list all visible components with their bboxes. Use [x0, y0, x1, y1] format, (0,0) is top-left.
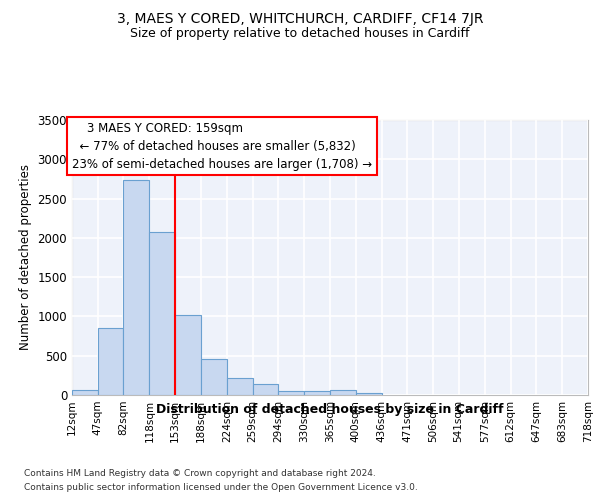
- Y-axis label: Number of detached properties: Number of detached properties: [19, 164, 32, 350]
- Text: Contains public sector information licensed under the Open Government Licence v3: Contains public sector information licen…: [24, 484, 418, 492]
- Bar: [227, 378, 253, 395]
- Text: 3 MAES Y CORED: 159sqm
  ← 77% of detached houses are smaller (5,832)
23% of sem: 3 MAES Y CORED: 159sqm ← 77% of detached…: [72, 122, 372, 170]
- Text: Size of property relative to detached houses in Cardiff: Size of property relative to detached ho…: [130, 28, 470, 40]
- Text: Distribution of detached houses by size in Cardiff: Distribution of detached houses by size …: [156, 402, 504, 415]
- Bar: [72, 390, 98, 395]
- Bar: [278, 391, 304, 395]
- Bar: [98, 328, 123, 395]
- Bar: [200, 359, 227, 395]
- Bar: [123, 180, 149, 395]
- Bar: [356, 393, 382, 395]
- Bar: [149, 232, 175, 395]
- Text: 3, MAES Y CORED, WHITCHURCH, CARDIFF, CF14 7JR: 3, MAES Y CORED, WHITCHURCH, CARDIFF, CF…: [117, 12, 483, 26]
- Text: Contains HM Land Registry data © Crown copyright and database right 2024.: Contains HM Land Registry data © Crown c…: [24, 468, 376, 477]
- Bar: [253, 384, 278, 395]
- Bar: [175, 315, 200, 395]
- Bar: [330, 390, 356, 395]
- Bar: [304, 391, 330, 395]
